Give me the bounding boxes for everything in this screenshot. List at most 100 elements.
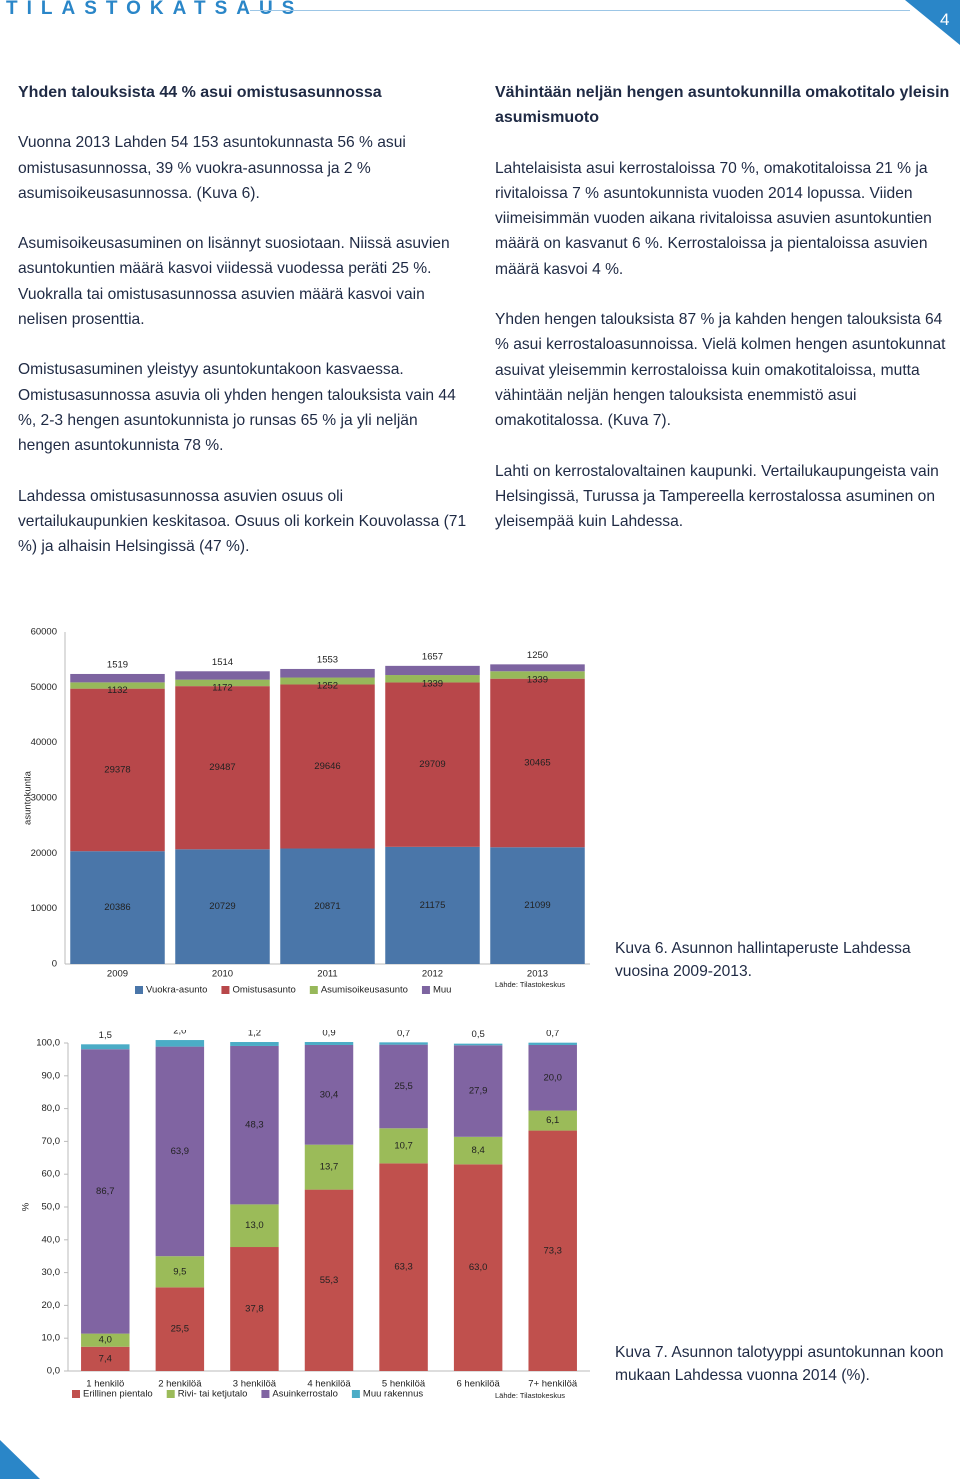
data-label: 0,7	[546, 1030, 559, 1039]
header-title: TILASTOKATSAUS	[6, 0, 304, 19]
y-tick-label: 20000	[31, 848, 57, 859]
legend-label: Muu	[433, 985, 451, 996]
legend-swatch	[351, 1390, 360, 1398]
bar-segment	[155, 1256, 205, 1288]
legend-label: Vuokra-asunto	[146, 985, 207, 996]
x-tick-label: 2012	[422, 969, 443, 980]
data-label: 1,2	[248, 1030, 261, 1039]
bar-segment	[453, 1043, 503, 1046]
y-tick-label: 60000	[31, 627, 57, 638]
y-tick-label: 30,0	[42, 1267, 61, 1278]
data-label: 48,3	[245, 1120, 264, 1131]
y-tick-label: 90,0	[42, 1070, 61, 1081]
y-tick-label: 40000	[31, 737, 57, 748]
x-tick-label: 3 henkilöä	[233, 1379, 277, 1390]
bar-segment	[304, 1042, 354, 1045]
caption: Kuva 7. Asunnon talotyyppi asuntokunnan …	[615, 1344, 944, 1384]
data-label: 63,9	[171, 1146, 190, 1157]
bar-segment	[70, 851, 165, 964]
x-tick-label: 6 henkilöä	[456, 1379, 500, 1390]
bar-segment	[81, 1346, 130, 1371]
paragraph: Yhden hengen talouksista 87 % ja kahden …	[495, 311, 946, 430]
bar-segment	[81, 1333, 130, 1347]
header-line	[250, 10, 910, 11]
bar-segment	[155, 1046, 205, 1257]
bar-segment	[81, 1049, 130, 1334]
bar-segment	[490, 678, 585, 848]
legend-swatch	[261, 1390, 270, 1398]
y-tick-label: 10000	[31, 903, 57, 914]
data-label: 1519	[107, 659, 128, 670]
y-tick-label: 10,0	[42, 1333, 61, 1344]
data-label: 30465	[524, 757, 550, 768]
legend-label: Rivi- tai ketjutalo	[178, 1389, 248, 1400]
y-tick-label: 20,0	[42, 1300, 61, 1311]
bar-segment	[70, 682, 165, 689]
legend-label: Asuinkerrostalo	[272, 1389, 337, 1400]
y-tick-label: 30000	[31, 793, 57, 804]
bar-segment	[280, 848, 375, 964]
data-label: 29709	[419, 759, 445, 770]
data-label: 1250	[527, 650, 548, 661]
corner-triangle	[905, 0, 960, 45]
y-axis-label: %	[21, 1202, 32, 1211]
bar-segment	[175, 849, 270, 964]
right-column: Vähintään neljän hengen asuntokunnilla o…	[495, 80, 950, 559]
legend-label: Asumisoikeusasunto	[321, 985, 408, 996]
bar-segment	[385, 665, 480, 676]
y-tick-label: 0,0	[47, 1366, 60, 1377]
paragraph: Lahdessa omistusasunnossa asuvien osuus …	[18, 487, 467, 556]
legend-swatch	[421, 986, 430, 994]
data-label: 8,4	[472, 1145, 485, 1156]
bar-segment	[230, 1204, 279, 1248]
data-label: 2,0	[173, 1030, 186, 1037]
data-label: 13,7	[320, 1162, 339, 1173]
data-label: 1339	[527, 674, 548, 685]
data-label: 29378	[104, 764, 130, 775]
data-label: 7,4	[99, 1353, 112, 1364]
bar-segment	[385, 675, 480, 683]
bar-segment	[175, 679, 270, 687]
bar-segment	[175, 671, 270, 680]
data-label: 1,5	[99, 1030, 112, 1041]
caption: Kuva 6. Asunnon hallintaperuste Lahdessa…	[615, 940, 911, 980]
x-tick-label: 4 henkilöä	[307, 1379, 351, 1390]
chart: 0,0 10,0 20,0 30,0 40,0 50,0 60,0 70,0 80,0 90,0 1…	[21, 1030, 590, 1400]
paragraph: Lahtelaisista asui kerrostaloissa 70 %, …	[495, 159, 932, 278]
data-label: 1339	[422, 678, 443, 689]
data-label: 30,4	[320, 1089, 339, 1100]
data-label: 73,3	[543, 1245, 562, 1256]
data-label: 25,5	[171, 1324, 190, 1335]
data-label: 6,1	[546, 1115, 559, 1126]
bar-segment	[490, 847, 585, 964]
bar-segment	[385, 682, 480, 847]
paragraph: Asumisoikeusasuminen on lisännyt suosiot…	[18, 235, 450, 329]
legend-label: Omistusasunto	[232, 985, 295, 996]
legend-swatch	[166, 1390, 175, 1398]
data-label: 37,8	[245, 1304, 264, 1315]
paragraph: Vuonna 2013 Lahden 54 153 asuntokunnasta…	[18, 134, 406, 202]
bar-segment	[70, 688, 165, 852]
data-label: 86,7	[96, 1186, 115, 1197]
source: Lähde: Tilastokeskus	[495, 980, 565, 989]
bar-segment	[175, 686, 270, 850]
y-tick-label: 100,0	[36, 1038, 60, 1049]
data-label: 20386	[104, 902, 130, 913]
x-tick-label: 2009	[107, 969, 128, 980]
x-tick-label: 5 henkilöä	[382, 1379, 426, 1390]
y-axis-label: asuntokuntia	[23, 770, 34, 825]
legend-label: Muu rakennus	[363, 1389, 423, 1400]
bar-segment	[453, 1045, 503, 1137]
y-tick-label: 80,0	[42, 1103, 61, 1114]
data-label: 1172	[212, 682, 232, 693]
data-label: 0,5	[472, 1030, 485, 1040]
paragraph: Lahti on kerrostalovaltainen kaupunki. V…	[495, 462, 939, 531]
bar-segment	[490, 671, 585, 679]
data-label: 27,9	[469, 1086, 488, 1097]
bar-segment	[379, 1128, 428, 1164]
bar-segment	[70, 673, 165, 683]
y-tick-label: 0	[52, 959, 57, 970]
legend-swatch	[309, 986, 318, 994]
